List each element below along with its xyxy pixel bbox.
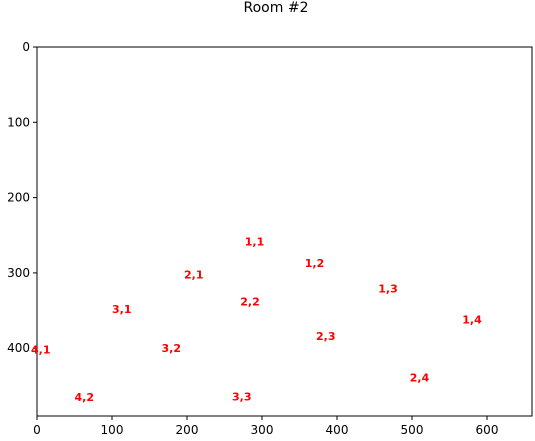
point-label: 3,3 bbox=[232, 390, 252, 403]
plot-frame bbox=[36, 46, 533, 417]
point-label: 4,2 bbox=[75, 391, 95, 404]
point-label: 1,3 bbox=[378, 283, 398, 296]
y-tick-label: 200 bbox=[7, 191, 30, 205]
point-label: 3,2 bbox=[162, 342, 182, 355]
x-tick-label: 300 bbox=[251, 423, 274, 437]
y-axis: 0 100 200 300 400 bbox=[7, 40, 37, 355]
point-label: 1,4 bbox=[462, 314, 482, 327]
x-axis: 0 100 200 300 400 500 600 bbox=[33, 416, 498, 437]
x-tick-label: 0 bbox=[33, 423, 41, 437]
point-label: 1,2 bbox=[305, 257, 325, 270]
point-label: 2,4 bbox=[410, 372, 430, 385]
point-label: 2,3 bbox=[316, 330, 336, 343]
y-tick-label: 0 bbox=[22, 40, 30, 54]
y-tick-label: 100 bbox=[7, 115, 30, 129]
x-tick-label: 400 bbox=[326, 423, 349, 437]
point-label: 1,1 bbox=[245, 235, 265, 248]
x-tick-label: 600 bbox=[476, 423, 499, 437]
point-label: 4,1 bbox=[31, 344, 51, 357]
x-tick-label: 100 bbox=[101, 423, 124, 437]
x-tick-label: 500 bbox=[401, 423, 424, 437]
point-label: 3,1 bbox=[112, 303, 132, 316]
y-tick-label: 300 bbox=[7, 266, 30, 280]
y-tick-label: 400 bbox=[7, 341, 30, 355]
point-label: 2,1 bbox=[184, 268, 204, 281]
x-tick-label: 200 bbox=[176, 423, 199, 437]
point-labels: 1,1 1,2 1,3 1,4 2,1 2,2 2,3 2,4 3,1 3,2 3,3 4,1 4,2 bbox=[31, 235, 482, 404]
chart-title: Room #2 bbox=[244, 0, 309, 16]
point-label: 2,2 bbox=[240, 296, 260, 309]
